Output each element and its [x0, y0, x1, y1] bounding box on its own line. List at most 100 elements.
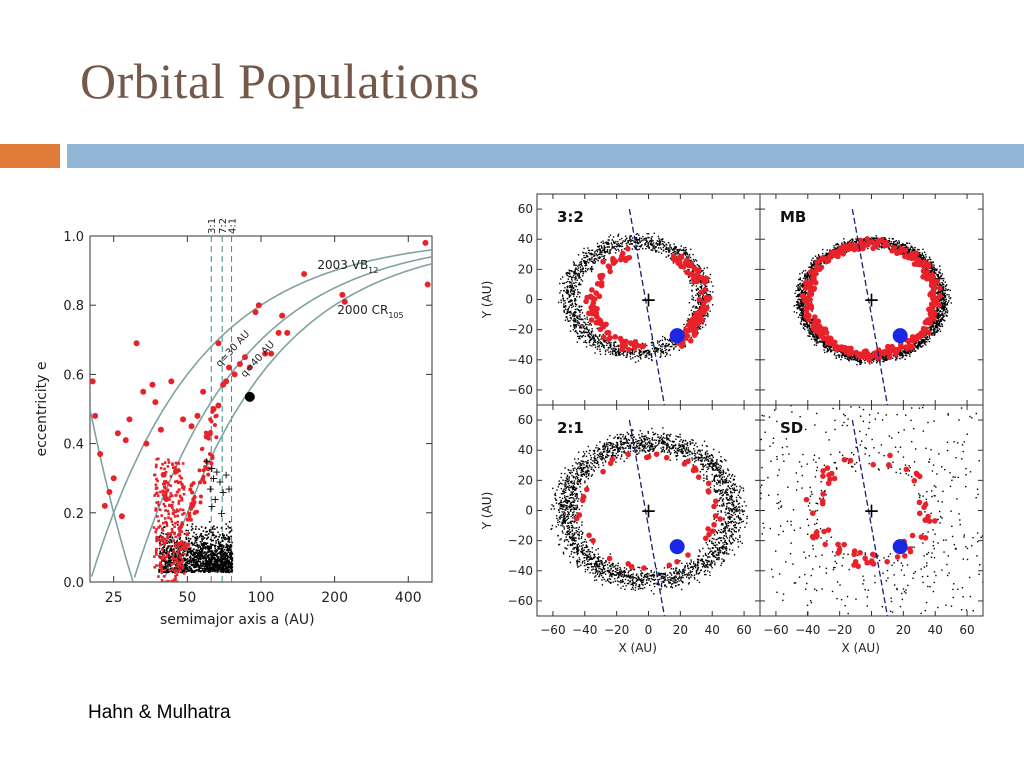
ring-point: [618, 349, 620, 352]
belt-point: [161, 560, 163, 562]
belt-point: [187, 537, 190, 540]
belt-point: [220, 527, 223, 529]
ring-point: [612, 353, 614, 356]
perihelion-curve: [133, 256, 432, 578]
red-object-point: [619, 346, 626, 353]
belt-point: [218, 547, 221, 550]
ring-point: [706, 293, 708, 295]
belt-point: [185, 536, 187, 539]
belt-point: [205, 542, 207, 545]
plutino-point: [181, 564, 185, 568]
belt-point: [226, 569, 228, 572]
belt-point: [164, 565, 167, 568]
ring-point: [704, 317, 706, 320]
ring-point: [798, 295, 800, 297]
ring-point: [687, 276, 690, 278]
belt-point: [230, 565, 232, 567]
belt-point: [186, 550, 189, 553]
ring-point: [583, 257, 585, 259]
ring-point: [811, 264, 813, 266]
ring-point: [646, 352, 648, 355]
belt-point: [161, 543, 163, 546]
belt-point: [219, 560, 221, 562]
belt-point: [197, 554, 200, 556]
belt-point: [229, 552, 232, 554]
belt-point: [202, 538, 204, 540]
ring-point: [619, 245, 621, 247]
belt-point: [207, 560, 209, 562]
belt-point: [223, 548, 226, 551]
scattered-point: [198, 500, 203, 505]
ring-point: [925, 344, 927, 346]
plutino-point: [177, 499, 181, 503]
ring-point: [913, 347, 915, 350]
ring-point: [662, 352, 665, 354]
ring-point: [683, 270, 685, 272]
red-object-point: [685, 322, 692, 328]
data-point: [194, 412, 201, 419]
ring-point: [661, 344, 663, 346]
belt-point: [220, 557, 223, 560]
ring-point: [901, 245, 903, 247]
scattered-point: [199, 447, 204, 452]
ring-point: [598, 346, 600, 348]
scattered-point: [212, 423, 217, 428]
ring-point: [576, 288, 579, 291]
ring-point: [896, 241, 899, 244]
ring-point: [571, 282, 573, 284]
belt-point: [207, 533, 210, 535]
belt-point: [228, 562, 230, 565]
belt-point: [205, 559, 208, 561]
ring-point: [941, 273, 944, 275]
belt-point: [179, 571, 182, 574]
ring-point: [874, 239, 876, 241]
ring-point: [585, 252, 587, 254]
belt-point: [190, 560, 193, 563]
ring-point: [699, 267, 701, 269]
ring-point: [797, 288, 799, 291]
ring-point: [596, 242, 599, 245]
ring-point: [918, 248, 920, 251]
y-tick-label: 0.0: [63, 576, 84, 591]
belt-point: [205, 546, 208, 549]
ring-point: [650, 240, 652, 243]
ring-point: [626, 354, 628, 357]
belt-point: [213, 569, 216, 572]
belt-point: [221, 546, 223, 548]
ring-point: [578, 273, 581, 275]
belt-point: [222, 567, 225, 570]
ring-point: [939, 283, 941, 286]
belt-point: [194, 565, 196, 568]
ring-point: [584, 339, 587, 342]
ring-point: [651, 243, 653, 245]
ring-point: [816, 339, 818, 341]
belt-point: [225, 566, 227, 568]
resonant-point: +: [206, 483, 215, 496]
ring-point: [668, 251, 670, 253]
belt-point: [216, 565, 218, 568]
belt-point: [228, 545, 231, 548]
belt-point: [202, 544, 205, 546]
ring-point: [638, 355, 640, 358]
belt-point: [219, 561, 222, 563]
belt-point: [184, 566, 187, 569]
ring-point: [614, 349, 616, 351]
plutino-point: [171, 506, 174, 510]
ring-point: [617, 234, 619, 237]
belt-point: [209, 567, 212, 569]
plutino-point: [178, 469, 181, 473]
ring-point: [567, 289, 569, 291]
ring-point: [595, 335, 597, 337]
ring-point: [793, 311, 796, 313]
ring-point: [654, 347, 656, 350]
ring-point: [644, 237, 647, 239]
belt-point: [171, 523, 174, 526]
belt-point: [160, 553, 163, 555]
ring-point: [811, 332, 813, 334]
ring-point: [613, 341, 615, 344]
plutino-point: [174, 480, 177, 484]
ring-point: [573, 293, 575, 295]
ring-point: [574, 297, 576, 300]
ring-point: [605, 241, 608, 244]
ring-point: [577, 283, 580, 286]
